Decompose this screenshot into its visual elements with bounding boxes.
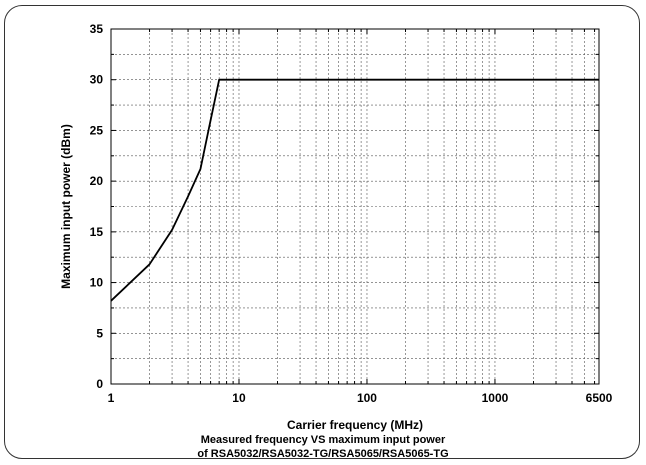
caption-line-1: Measured frequency VS maximum input powe… [200, 434, 446, 446]
x-tick-label: 1000 [482, 391, 509, 405]
axis-tick-labels: 1 10 100 1000 6500 0 5 10 15 20 25 30 35 [90, 22, 613, 405]
y-tick-label: 35 [90, 22, 104, 36]
caption-line-2: of RSA5032/RSA5032-TG/RSA5065/RSA5065-TG [197, 448, 449, 460]
y-tick-label: 15 [90, 225, 104, 239]
x-axis-title: Carrier frequency (MHz) [287, 418, 423, 432]
x-tick-label: 10 [232, 391, 246, 405]
x-tick-label: 100 [357, 391, 377, 405]
grid-lines [111, 29, 599, 384]
axis-ticks [111, 29, 599, 384]
y-tick-label: 30 [90, 73, 104, 87]
y-tick-label: 25 [90, 123, 104, 137]
series-layer [110, 78, 599, 302]
series-line [110, 78, 599, 302]
y-tick-label: 10 [90, 276, 104, 290]
y-tick-label: 0 [96, 377, 103, 391]
y-tick-label: 5 [96, 326, 103, 340]
x-tick-label: 6500 [586, 391, 613, 405]
y-tick-label: 20 [90, 174, 104, 188]
y-axis-title: Maximum input power (dBm) [59, 124, 73, 289]
figure-frame [4, 5, 640, 459]
x-tick-label: 1 [108, 391, 115, 405]
